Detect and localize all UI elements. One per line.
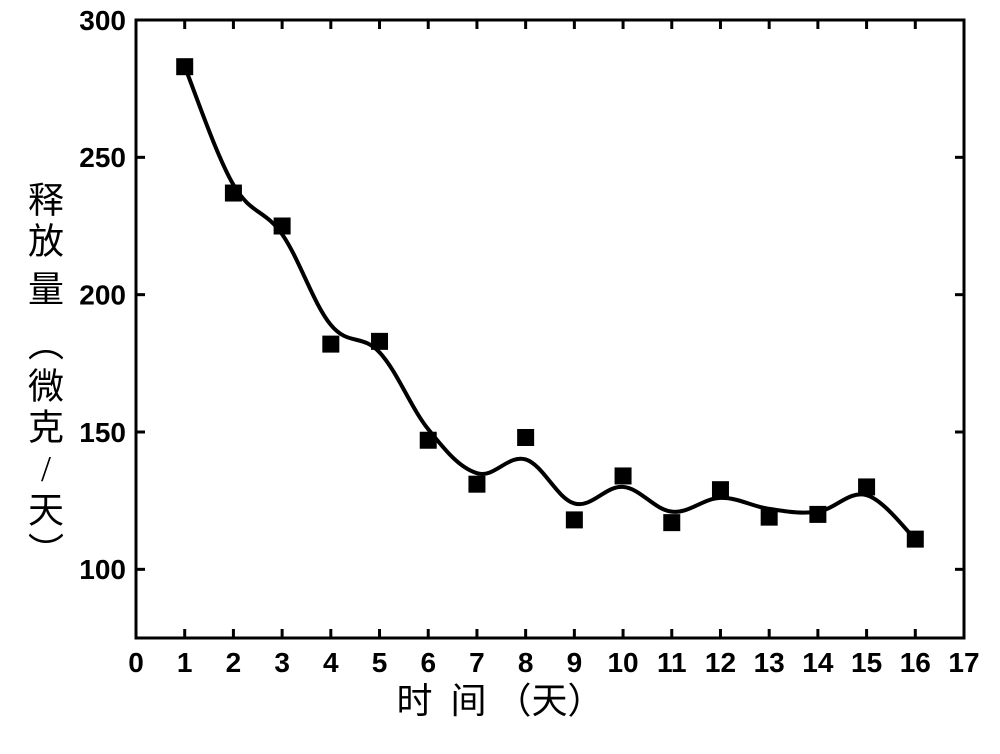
data-marker (664, 515, 680, 531)
x-tick-label: 3 (274, 647, 290, 678)
x-tick-label: 16 (900, 647, 931, 678)
chart-svg: 0123456789101112131415161710015020025030… (0, 0, 1000, 754)
data-marker (615, 468, 631, 484)
x-tick-label: 13 (754, 647, 785, 678)
x-tick-label: 10 (607, 647, 638, 678)
data-marker (225, 185, 241, 201)
x-tick-label: 12 (705, 647, 736, 678)
x-tick-label: 11 (657, 647, 687, 678)
x-tick-label: 4 (323, 647, 339, 678)
data-marker (810, 506, 826, 522)
y-tick-label: 200 (79, 279, 126, 310)
plot-border (136, 20, 964, 638)
series-line (185, 67, 916, 539)
data-marker (177, 59, 193, 75)
data-marker (420, 432, 436, 448)
y-tick-label: 150 (79, 417, 126, 448)
data-marker (274, 218, 290, 234)
data-marker (372, 333, 388, 349)
x-tick-label: 0 (128, 647, 144, 678)
data-marker (518, 429, 534, 445)
y-tick-label: 300 (79, 5, 126, 36)
data-marker (907, 531, 923, 547)
data-marker (859, 479, 875, 495)
x-tick-label: 15 (851, 647, 882, 678)
chart-container: 释放量︵微克/天︶ 012345678910111213141516171001… (0, 0, 1000, 754)
y-tick-label: 250 (79, 142, 126, 173)
data-marker (712, 482, 728, 498)
x-axis-title: 时 间 （天） (396, 672, 603, 724)
data-marker (469, 476, 485, 492)
x-tick-label: 14 (802, 647, 834, 678)
y-axis-title: 释放量︵微克/天︶ (28, 181, 64, 574)
x-tick-label: 17 (948, 647, 979, 678)
data-marker (323, 336, 339, 352)
x-tick-label: 1 (177, 647, 193, 678)
y-tick-label: 100 (79, 554, 126, 585)
data-marker (761, 509, 777, 525)
x-tick-label: 2 (226, 647, 242, 678)
x-tick-label: 5 (372, 647, 388, 678)
data-marker (566, 512, 582, 528)
